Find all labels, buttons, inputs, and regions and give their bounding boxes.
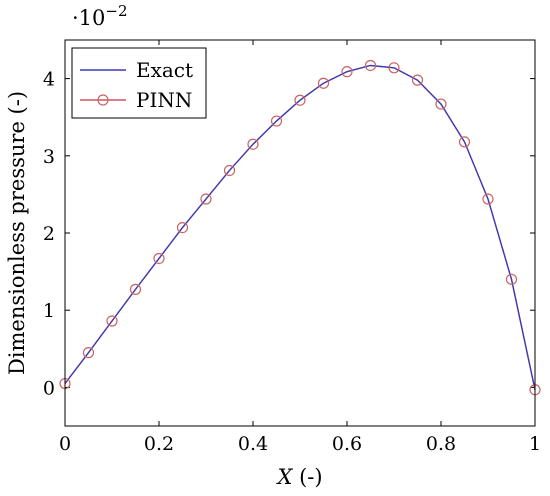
x-axis-label-var: X: [275, 465, 293, 489]
y-tick-label: 2: [43, 223, 55, 245]
y-tick-label: 3: [43, 146, 55, 168]
legend: Exact PINN: [71, 47, 207, 119]
pinn-point: [294, 94, 306, 106]
ticks-layer: 0 0.2 0.4 0.6 0.8 1 0 1 2 3 4: [43, 40, 541, 455]
x-tick-label: 0: [59, 433, 71, 455]
legend-label-pinn: PINN: [136, 88, 192, 112]
plot-frame: [64, 39, 536, 427]
pinn-point: [200, 193, 212, 205]
pinn-point: [341, 66, 353, 78]
pinn-point: [247, 138, 259, 150]
x-tick-label: 0.4: [238, 433, 268, 455]
y-axis-multiplier: ·10−2: [72, 2, 128, 30]
x-tick-label: 0.2: [144, 433, 174, 455]
pinn-point: [364, 59, 377, 72]
pinn-point: [270, 115, 283, 127]
pinn-point: [176, 221, 189, 234]
series-line-exact: [64, 64, 536, 390]
pinn-point: [82, 347, 95, 359]
x-tick-label: 0.6: [332, 433, 362, 455]
y-tick-label: 0: [43, 377, 55, 399]
y-axis-label: Dimensionless pressure (-): [5, 91, 29, 375]
pinn-point: [388, 62, 400, 74]
pinn-point: [505, 273, 518, 285]
pinn-point: [411, 74, 424, 86]
pinn-point: [435, 98, 447, 110]
y-axis-multiplier-exponent: −2: [105, 2, 127, 20]
series-layer: [59, 59, 541, 396]
y-tick-label: 1: [43, 300, 55, 322]
x-tick-label: 0.8: [426, 433, 456, 455]
x-tick-label: 1: [529, 433, 541, 455]
legend-box: [71, 47, 207, 119]
pinn-point: [317, 77, 330, 89]
x-axis-label: X (-): [275, 465, 322, 489]
pinn-point: [153, 252, 165, 265]
pinn-point: [458, 136, 471, 148]
legend-marker-pinn: [97, 94, 109, 106]
legend-label-exact: Exact: [136, 58, 193, 82]
pinn-point: [482, 193, 494, 205]
y-axis-multiplier-base: ·10: [72, 6, 105, 30]
y-tick-label: 4: [43, 69, 55, 91]
pinn-point: [129, 283, 142, 295]
pinn-point: [106, 315, 118, 327]
x-axis-label-unit: (-): [292, 465, 322, 489]
pinn-point: [223, 164, 236, 177]
